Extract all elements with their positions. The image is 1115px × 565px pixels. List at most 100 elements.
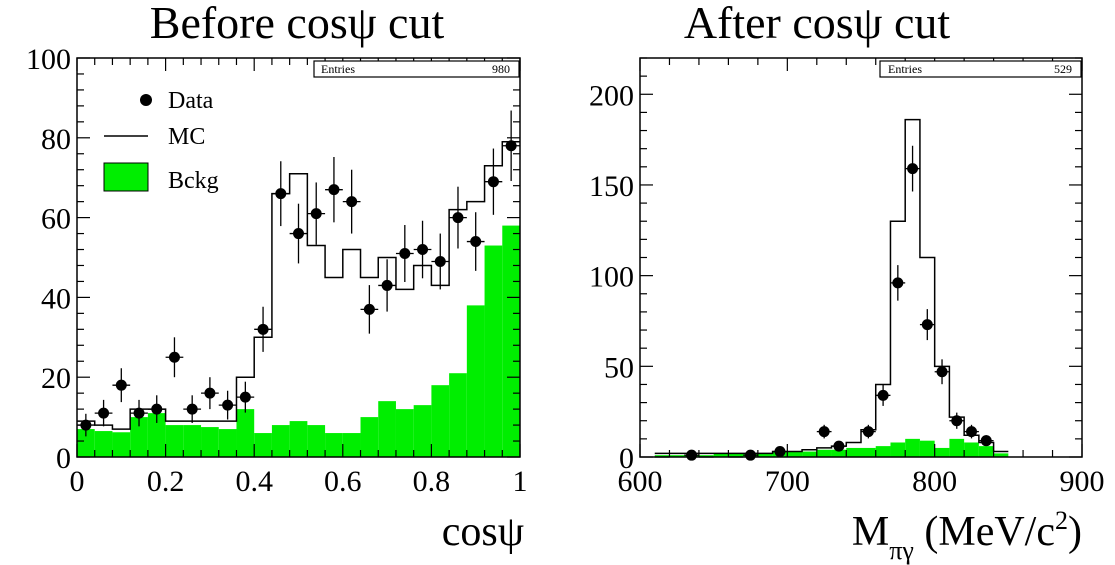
data-point <box>875 384 891 406</box>
bckg-bar <box>669 455 685 457</box>
bckg-bar <box>875 446 891 457</box>
data-point <box>772 446 788 458</box>
bckg-bar <box>978 446 994 457</box>
data-point <box>254 306 272 352</box>
data-point <box>325 157 343 223</box>
bckg-bar <box>964 442 979 457</box>
data-point <box>236 381 255 413</box>
bckg-bar <box>254 433 272 457</box>
bckg-bar <box>934 447 950 457</box>
panel-before-cut: Before cosψ cut 0 20 40 60 80 100 0 0.2 0.4 0.6 0.… <box>26 0 528 555</box>
bckg-bar <box>846 447 861 457</box>
data-point <box>919 309 935 341</box>
chart-title: Before cosψ cut <box>150 0 445 48</box>
y-tick-label: 0 <box>56 442 71 475</box>
bckg-bar <box>831 449 847 457</box>
x-tick-label: 900 <box>1060 465 1105 498</box>
bckg-bar <box>289 421 308 457</box>
data-point <box>861 424 876 439</box>
bckg-bar <box>466 305 485 457</box>
bckg-bar <box>360 417 379 457</box>
data-point <box>949 412 965 429</box>
x-axis-label: cosψ <box>442 509 524 555</box>
x-tick-label: 0 <box>70 465 85 498</box>
bckg-bar <box>431 385 450 457</box>
bckg-bar <box>787 451 803 457</box>
y-tick-label: 40 <box>41 282 71 315</box>
bckg-bar <box>413 405 432 457</box>
legend-data-marker <box>140 94 152 106</box>
bckg-bar <box>395 409 414 457</box>
bckg-bar <box>325 433 343 457</box>
x-axis-label: Mπγ (MeV/c2) <box>852 506 1082 565</box>
plot-area: 0 20 40 60 80 100 0 0.2 0.4 0.6 0.8 1 <box>26 43 528 498</box>
y-tick-label: 150 <box>589 170 634 203</box>
x-tick-label: 0.8 <box>413 465 451 498</box>
x-tick-label: 0.2 <box>147 465 185 498</box>
data-point <box>964 424 979 439</box>
bckg-bar <box>502 225 520 457</box>
data-point <box>684 449 699 461</box>
bckg-bar <box>728 453 744 457</box>
bckg-bar <box>713 453 729 457</box>
bckg-bar <box>890 442 906 457</box>
data-point <box>431 233 450 290</box>
bckg-bar <box>816 449 832 457</box>
data-point <box>934 359 950 385</box>
bckg-bar <box>861 447 876 457</box>
stats-label: Entries <box>888 62 922 76</box>
bckg-bar <box>218 429 237 457</box>
stats-box: Entries 529 <box>879 60 1082 78</box>
data-point <box>94 399 113 427</box>
data-point <box>360 285 379 334</box>
data-point <box>289 203 308 264</box>
data-point <box>502 110 520 182</box>
data-point <box>484 148 503 215</box>
data-point <box>147 395 166 423</box>
bckg-bar <box>94 431 113 457</box>
y-tick-label: 100 <box>26 43 71 76</box>
bckg-bar <box>949 438 965 457</box>
stats-box-frame <box>879 60 1082 78</box>
data-point <box>271 161 290 227</box>
data-point <box>831 440 847 452</box>
bckg-bar <box>654 455 670 457</box>
x-tick-label: 0.4 <box>235 465 273 498</box>
y-tick-label: 100 <box>589 261 634 294</box>
x-tick-label: 1 <box>513 465 528 498</box>
bckg-bar <box>905 438 920 457</box>
plot-frame <box>76 57 521 458</box>
bckg-bar <box>236 409 255 457</box>
bckg-bar <box>130 417 148 457</box>
data-point <box>890 265 906 301</box>
data-point <box>743 449 758 461</box>
x-tick-label: 600 <box>618 465 663 498</box>
chart-title: After cosψ cut <box>684 0 951 48</box>
y-tick-label: 50 <box>604 351 634 384</box>
legend-bckg-label: Bckg <box>168 168 219 194</box>
y-tick-label: 80 <box>41 123 71 156</box>
bckg-bar <box>271 425 290 457</box>
bckg-bar <box>993 453 1009 457</box>
y-tick-label: 0 <box>619 442 634 475</box>
x-tick-label: 0.6 <box>324 465 362 498</box>
data-point <box>816 424 832 439</box>
bckg-bar <box>307 425 326 457</box>
data-point <box>183 395 202 423</box>
bckg-bar <box>183 425 202 457</box>
y-tick-label: 60 <box>41 203 71 236</box>
y-tick-label: 20 <box>41 362 71 395</box>
data-point <box>342 169 361 234</box>
bckg-bar <box>147 413 166 457</box>
data-point <box>905 145 920 192</box>
legend-bckg-swatch <box>103 162 149 192</box>
bckg-bar <box>112 432 131 457</box>
bckg-bar <box>342 433 361 457</box>
bckg-bar <box>77 429 95 457</box>
bckg-bar <box>165 425 184 457</box>
data-point <box>112 368 131 403</box>
mc-step-line <box>654 118 1009 455</box>
plot-frame <box>639 57 1083 458</box>
data-point <box>449 186 467 249</box>
